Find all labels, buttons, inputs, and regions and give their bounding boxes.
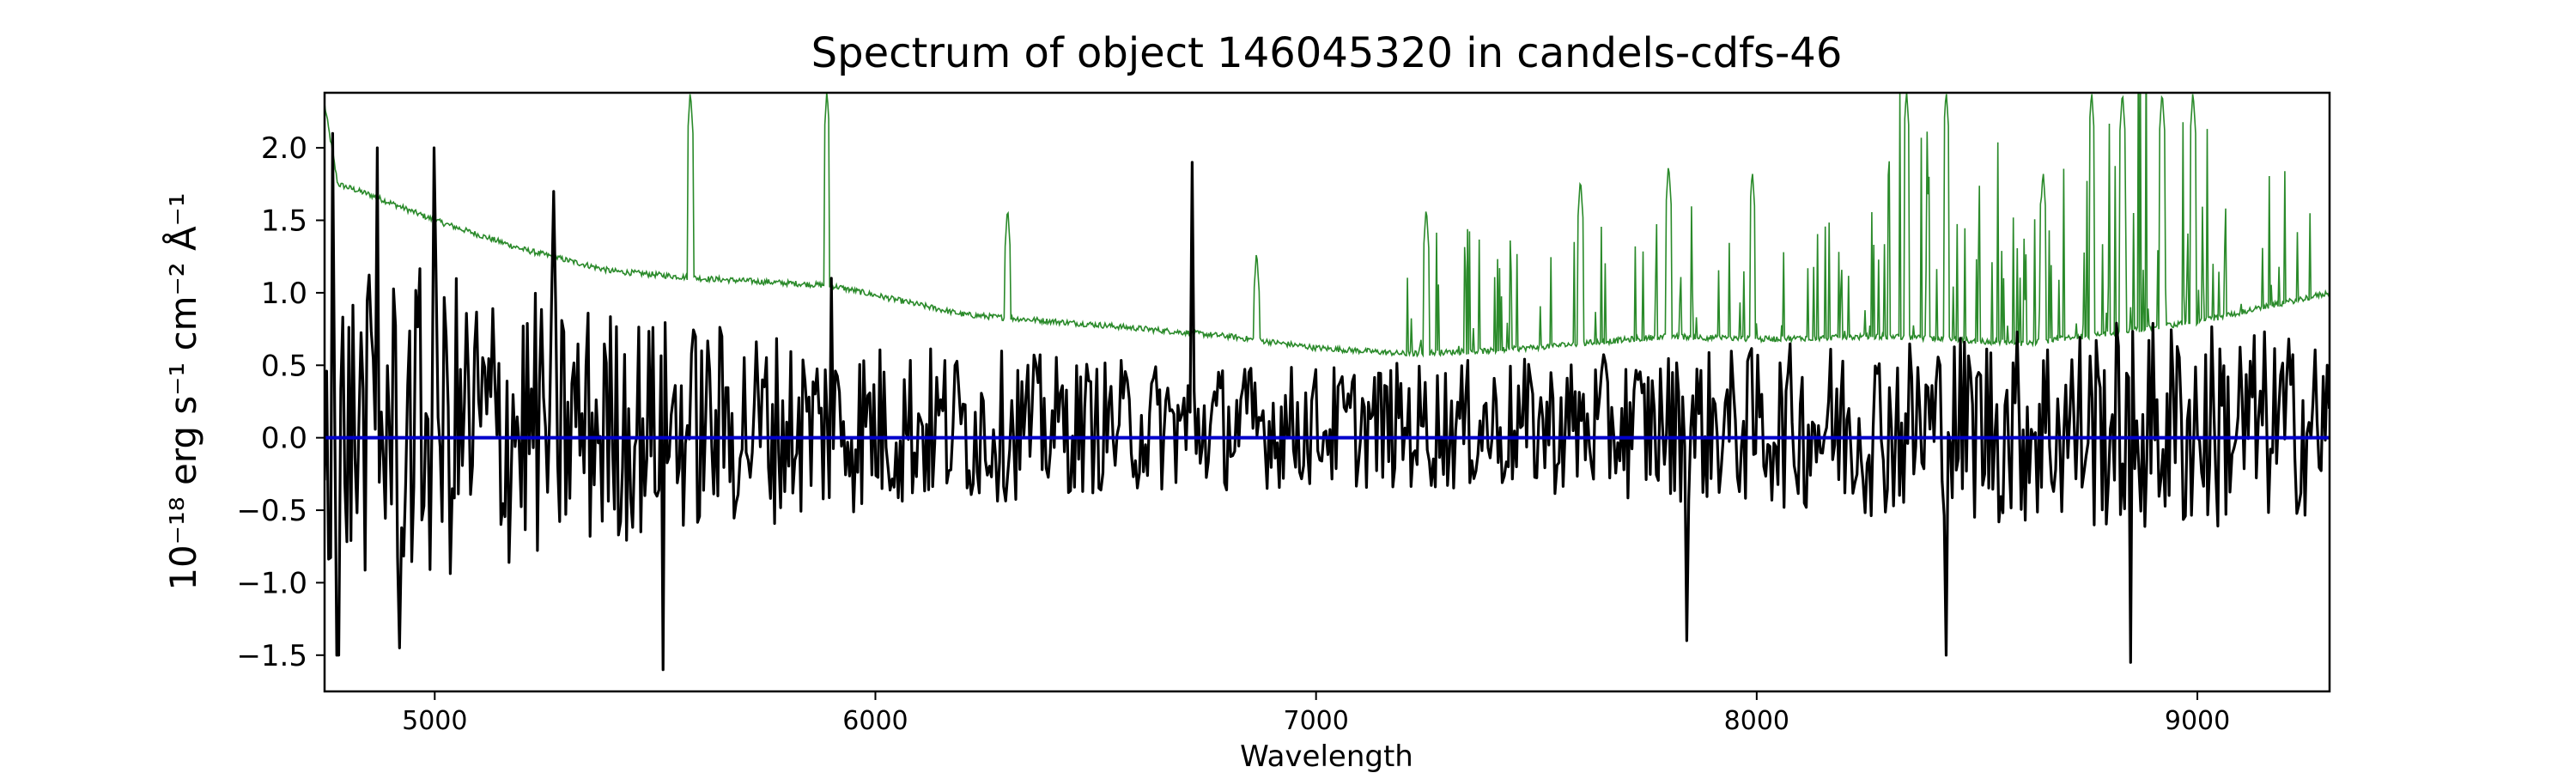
y-tick-label: 2.0	[261, 131, 307, 166]
y-tick-label: 1.0	[261, 277, 307, 311]
black-series-line	[325, 131, 2330, 672]
y-axis: −1.5 −1.0 −0.5 0.0 0.5 1.0 1.5 2.0	[236, 131, 325, 673]
x-axis-label: Wavelength	[1240, 740, 1413, 773]
chart-title: Spectrum of object 146045320 in candels-…	[811, 29, 1843, 77]
x-tick-label: 9000	[2165, 706, 2230, 736]
y-tick-label: −0.5	[236, 494, 307, 528]
y-axis-label: 10⁻¹⁸ erg s⁻¹ cm⁻² Å⁻¹	[161, 192, 204, 590]
y-tick-label: 0.5	[261, 349, 307, 383]
y-tick-label: 0.0	[261, 422, 307, 456]
series-group	[325, 93, 2330, 672]
y-tick-label: 1.5	[261, 204, 307, 239]
x-tick-label: 6000	[842, 706, 908, 736]
y-tick-label: −1.5	[236, 639, 307, 673]
x-tick-label: 5000	[402, 706, 467, 736]
plot-frame	[323, 91, 2331, 693]
x-tick-label: 8000	[1724, 706, 1789, 736]
data-layer	[325, 93, 2330, 672]
y-tick-label: −1.0	[236, 566, 307, 600]
x-tick-label: 7000	[1283, 706, 1348, 736]
green-series-line	[325, 93, 2330, 358]
x-axis: 5000 6000 7000 8000 9000	[402, 691, 2230, 736]
